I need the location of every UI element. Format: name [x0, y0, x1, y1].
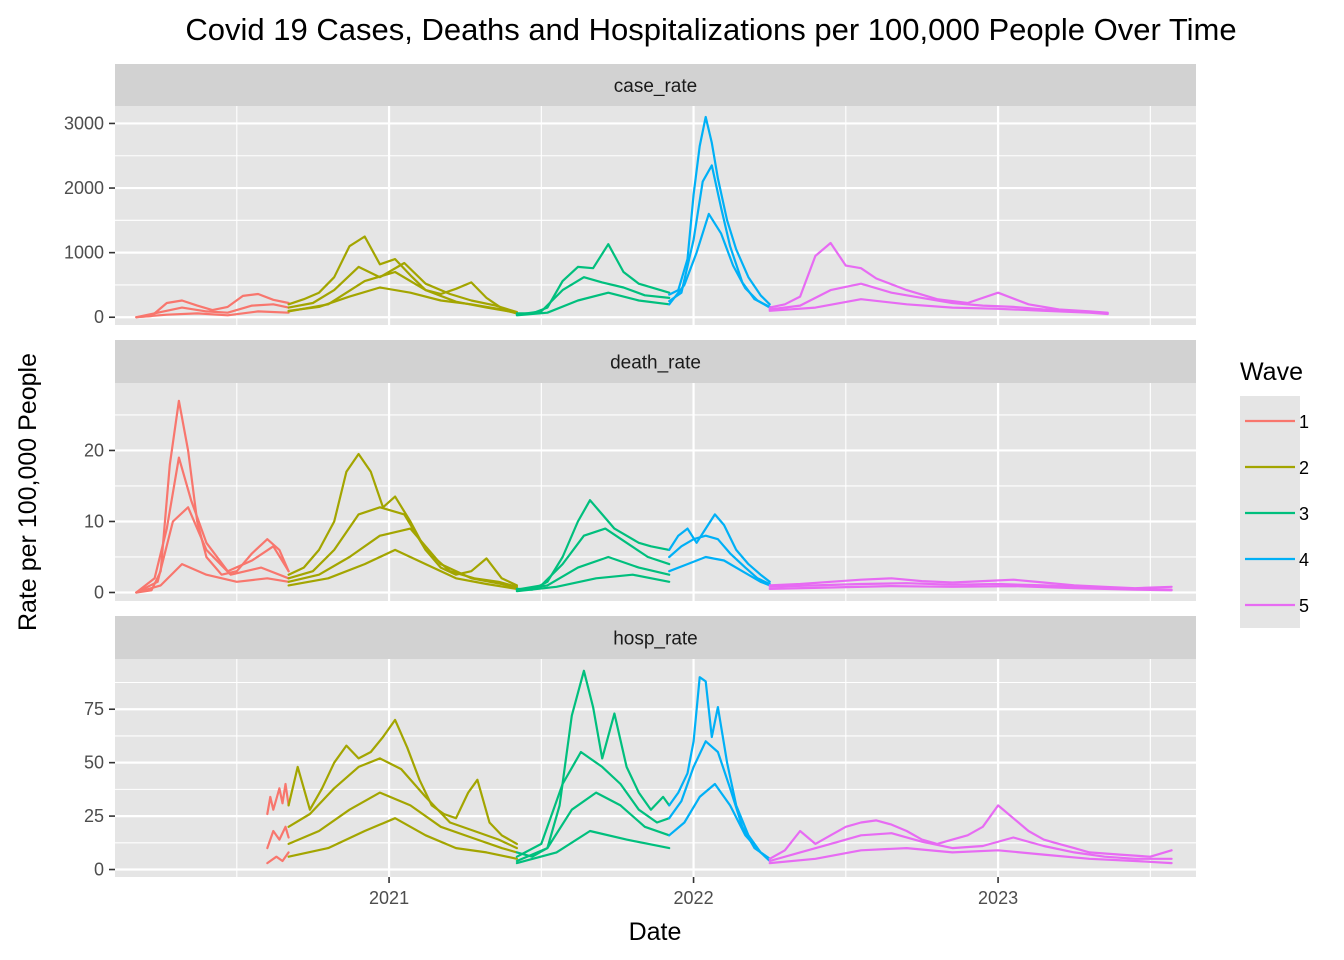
- legend-label: 4: [1299, 550, 1309, 570]
- y-tick-label: 3000: [64, 113, 104, 133]
- series-line-wave-5: [768, 577, 1173, 590]
- facet-strip-label: death_rate: [610, 353, 701, 374]
- series-line-wave-5: [768, 282, 1109, 315]
- panel-background: [115, 106, 1196, 325]
- series-line-wave-5: [768, 241, 1109, 314]
- series-line-wave-3: [515, 276, 671, 316]
- series-line-wave-2: [287, 527, 519, 590]
- y-tick-label: 50: [84, 753, 104, 773]
- series-line-wave-3: [515, 555, 671, 592]
- y-tick-label: 10: [84, 511, 104, 531]
- x-tick-label: 2022: [674, 888, 714, 908]
- legend-item-wave-1: 1: [1245, 412, 1309, 432]
- series-line-wave-1: [135, 303, 290, 319]
- legend-item-wave-2: 2: [1245, 458, 1309, 478]
- facet-panels: case_rate 0 1000 2000 3000 death_rate 0 10 20 hos…: [64, 64, 1196, 908]
- y-tick-label: 1000: [64, 243, 104, 263]
- series-group: [135, 399, 1173, 594]
- series-line-wave-4: [668, 555, 771, 587]
- series-line-wave-1: [266, 851, 290, 865]
- series-line-wave-2: [287, 817, 519, 860]
- series-line-wave-1: [266, 825, 290, 850]
- chart-title: Covid 19 Cases, Deaths and Hospitalizati…: [185, 12, 1236, 47]
- series-line-wave-1: [266, 782, 290, 816]
- series-line-wave-1: [135, 456, 290, 594]
- facet-death_rate: death_rate 0 10 20: [84, 340, 1196, 602]
- x-axis-title: Date: [629, 918, 682, 946]
- series-line-wave-5: [768, 846, 1173, 865]
- series-line-wave-1: [135, 310, 290, 319]
- legend-item-wave-4: 4: [1245, 550, 1309, 570]
- x-tick-label: 2021: [369, 888, 409, 908]
- y-tick-label: 0: [94, 860, 104, 880]
- series-line-wave-5: [768, 584, 1173, 592]
- series-line-wave-5: [768, 804, 1173, 860]
- x-axis: 2021 2022 2023: [369, 877, 1018, 908]
- legend-entries: 1 2 3 4 5: [1245, 412, 1309, 616]
- series-line-wave-1: [135, 506, 290, 594]
- facet-strip-label: case_rate: [614, 76, 697, 97]
- legend-label: 1: [1299, 412, 1309, 432]
- series-group: [266, 669, 1173, 865]
- legend-item-wave-5: 5: [1245, 596, 1309, 616]
- series-line-wave-2: [287, 452, 519, 587]
- legend-label: 2: [1299, 458, 1309, 478]
- series-line-wave-1: [135, 292, 290, 319]
- series-line-wave-3: [515, 829, 671, 865]
- legend: Wave 1 2 3 4 5: [1240, 358, 1309, 628]
- series-line-wave-1: [135, 562, 290, 594]
- series-line-wave-4: [668, 212, 771, 309]
- series-line-wave-2: [287, 718, 519, 846]
- series-line-wave-2: [287, 757, 519, 850]
- series-line-wave-4: [668, 534, 771, 586]
- facet-strip: [115, 616, 1196, 659]
- series-line-wave-2: [287, 791, 519, 854]
- series-line-wave-2: [287, 270, 519, 314]
- y-tick-label: 25: [84, 806, 104, 826]
- series-line-wave-2: [287, 235, 519, 315]
- legend-label: 3: [1299, 504, 1309, 524]
- series-line-wave-2: [287, 261, 519, 314]
- series-line-wave-5: [768, 832, 1173, 863]
- series-line-wave-2: [287, 548, 519, 591]
- y-tick-label: 0: [94, 582, 104, 602]
- panel-background: [115, 383, 1196, 601]
- series-line-wave-3: [515, 573, 671, 593]
- series-line-wave-3: [515, 669, 671, 858]
- series-line-wave-3: [515, 291, 671, 317]
- series-line-wave-5: [768, 298, 1109, 316]
- y-tick-label: 2000: [64, 178, 104, 198]
- series-line-wave-3: [515, 527, 671, 591]
- series-line-wave-4: [668, 115, 771, 306]
- legend-item-wave-3: 3: [1245, 504, 1309, 524]
- series-line-wave-4: [668, 782, 771, 863]
- y-tick-label: 20: [84, 440, 104, 460]
- facet-hosp_rate: hosp_rate 0 25 50 75: [84, 616, 1196, 880]
- series-line-wave-3: [515, 791, 671, 863]
- x-tick-label: 2023: [978, 888, 1018, 908]
- series-line-wave-3: [515, 750, 671, 858]
- y-tick-label: 75: [84, 699, 104, 719]
- series-line-wave-4: [668, 513, 771, 583]
- legend-title: Wave: [1240, 358, 1303, 386]
- facet-strip: [115, 340, 1196, 383]
- facet-case_rate: case_rate 0 1000 2000 3000: [64, 64, 1196, 327]
- series-group: [135, 115, 1109, 319]
- y-tick-label: 0: [94, 307, 104, 327]
- legend-label: 5: [1299, 596, 1309, 616]
- y-axis-title: Rate per 100,000 People: [14, 353, 42, 631]
- facet-strip-label: hosp_rate: [613, 629, 698, 650]
- facet-strip: [115, 64, 1196, 106]
